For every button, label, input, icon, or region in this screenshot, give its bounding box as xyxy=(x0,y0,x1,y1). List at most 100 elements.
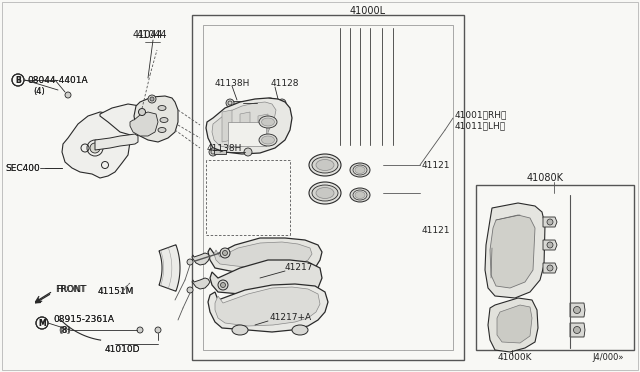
Text: SEC400: SEC400 xyxy=(5,164,40,173)
Ellipse shape xyxy=(262,118,275,126)
Text: 41001〈RH〉: 41001〈RH〉 xyxy=(455,110,508,119)
Polygon shape xyxy=(490,215,535,288)
Polygon shape xyxy=(100,104,152,136)
Ellipse shape xyxy=(355,167,365,173)
Ellipse shape xyxy=(309,154,341,176)
Circle shape xyxy=(137,327,143,333)
Text: 08044-4401A: 08044-4401A xyxy=(27,76,88,84)
Polygon shape xyxy=(570,323,585,337)
Ellipse shape xyxy=(158,128,166,132)
Text: 41044: 41044 xyxy=(137,30,167,40)
Text: B: B xyxy=(15,76,21,84)
Polygon shape xyxy=(258,114,268,138)
Polygon shape xyxy=(95,134,138,150)
Text: 41121: 41121 xyxy=(422,160,451,170)
Text: 41000L: 41000L xyxy=(350,6,386,16)
Text: (8): (8) xyxy=(59,327,71,336)
Ellipse shape xyxy=(309,182,341,204)
Bar xyxy=(476,185,634,350)
Circle shape xyxy=(573,327,580,334)
Polygon shape xyxy=(134,96,178,142)
Ellipse shape xyxy=(312,157,338,173)
Ellipse shape xyxy=(232,325,248,335)
Ellipse shape xyxy=(316,160,334,170)
Circle shape xyxy=(547,242,553,248)
Circle shape xyxy=(265,98,275,108)
Text: 41217+A: 41217+A xyxy=(270,314,312,323)
Text: 08044-4401A: 08044-4401A xyxy=(27,76,88,84)
Text: FRONT: FRONT xyxy=(55,285,86,295)
Polygon shape xyxy=(130,112,158,136)
Text: 41010D: 41010D xyxy=(105,346,141,355)
Circle shape xyxy=(244,148,252,156)
Circle shape xyxy=(138,109,145,115)
Polygon shape xyxy=(222,110,232,142)
Circle shape xyxy=(209,148,217,156)
Circle shape xyxy=(65,92,71,98)
Polygon shape xyxy=(488,298,538,352)
Ellipse shape xyxy=(350,188,370,202)
Polygon shape xyxy=(214,242,312,268)
Text: 41121: 41121 xyxy=(422,225,451,234)
Text: M: M xyxy=(38,318,46,327)
Polygon shape xyxy=(210,260,322,298)
Circle shape xyxy=(187,259,193,265)
Bar xyxy=(203,25,453,350)
Text: 41138H: 41138H xyxy=(207,144,243,153)
Text: 08915-2361A: 08915-2361A xyxy=(53,315,114,324)
Polygon shape xyxy=(208,284,328,332)
Bar xyxy=(228,122,266,146)
Circle shape xyxy=(155,327,161,333)
Text: (4): (4) xyxy=(33,87,45,96)
Circle shape xyxy=(223,250,227,256)
Ellipse shape xyxy=(262,136,275,144)
Circle shape xyxy=(218,280,228,290)
Ellipse shape xyxy=(158,106,166,110)
Polygon shape xyxy=(543,240,557,250)
Circle shape xyxy=(150,97,154,101)
Polygon shape xyxy=(215,287,320,326)
Text: FRONT: FRONT xyxy=(56,285,86,294)
Ellipse shape xyxy=(355,192,365,199)
Text: 41151M: 41151M xyxy=(98,288,134,296)
Circle shape xyxy=(187,287,193,293)
Polygon shape xyxy=(240,112,250,140)
Circle shape xyxy=(220,248,230,258)
Ellipse shape xyxy=(259,116,277,128)
Polygon shape xyxy=(159,245,180,291)
Text: 08915-2361A: 08915-2361A xyxy=(53,315,114,324)
Ellipse shape xyxy=(160,118,168,122)
Text: 41010D: 41010D xyxy=(105,346,141,355)
Text: 41217: 41217 xyxy=(285,263,314,273)
Polygon shape xyxy=(192,253,210,265)
Text: 41138H: 41138H xyxy=(215,78,250,87)
Text: B: B xyxy=(15,76,21,84)
Polygon shape xyxy=(214,150,226,154)
Ellipse shape xyxy=(350,163,370,177)
Polygon shape xyxy=(485,203,545,298)
Circle shape xyxy=(547,219,553,225)
Ellipse shape xyxy=(312,185,338,201)
Text: 41000K: 41000K xyxy=(498,353,532,362)
Polygon shape xyxy=(543,263,557,273)
Circle shape xyxy=(221,282,225,288)
Polygon shape xyxy=(543,217,557,227)
Circle shape xyxy=(268,100,273,106)
Text: 41151M: 41151M xyxy=(98,288,134,296)
Circle shape xyxy=(573,307,580,314)
Text: 41044: 41044 xyxy=(132,30,163,40)
Polygon shape xyxy=(570,303,585,317)
Text: (4): (4) xyxy=(33,87,45,96)
Text: 41011〈LH〉: 41011〈LH〉 xyxy=(455,122,506,131)
Circle shape xyxy=(278,99,286,107)
Ellipse shape xyxy=(316,187,334,199)
Circle shape xyxy=(547,265,553,271)
Polygon shape xyxy=(212,102,276,148)
Text: 41128: 41128 xyxy=(271,78,300,87)
Ellipse shape xyxy=(292,325,308,335)
Text: 41080K: 41080K xyxy=(527,173,563,183)
Text: SEC400: SEC400 xyxy=(5,164,40,173)
Ellipse shape xyxy=(259,134,277,146)
Polygon shape xyxy=(192,278,210,289)
Polygon shape xyxy=(208,238,322,275)
